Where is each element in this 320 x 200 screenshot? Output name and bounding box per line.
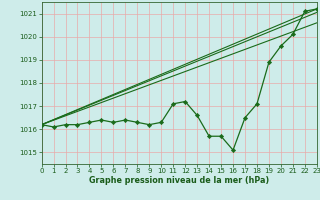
- X-axis label: Graphe pression niveau de la mer (hPa): Graphe pression niveau de la mer (hPa): [89, 176, 269, 185]
